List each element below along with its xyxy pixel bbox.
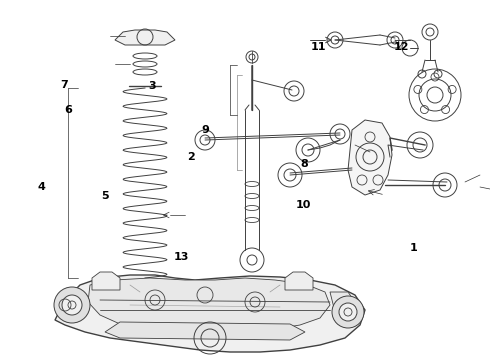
Circle shape <box>62 295 82 315</box>
Circle shape <box>54 287 90 323</box>
Text: 8: 8 <box>300 159 308 169</box>
Polygon shape <box>348 120 392 195</box>
Polygon shape <box>55 295 80 315</box>
Text: 9: 9 <box>202 125 210 135</box>
Polygon shape <box>92 272 120 290</box>
Text: 7: 7 <box>60 80 68 90</box>
Circle shape <box>339 303 357 321</box>
Text: 5: 5 <box>101 191 109 201</box>
Text: 12: 12 <box>394 42 410 52</box>
Polygon shape <box>330 292 355 312</box>
Polygon shape <box>115 30 175 45</box>
Polygon shape <box>88 278 330 332</box>
Polygon shape <box>285 272 313 290</box>
Polygon shape <box>105 322 305 340</box>
Circle shape <box>332 296 364 328</box>
Text: 2: 2 <box>187 152 195 162</box>
Text: 1: 1 <box>410 243 418 253</box>
Text: 6: 6 <box>65 105 73 115</box>
Text: 4: 4 <box>38 182 46 192</box>
Text: 10: 10 <box>296 200 312 210</box>
Text: 13: 13 <box>173 252 189 262</box>
Text: 3: 3 <box>148 81 156 91</box>
Text: 11: 11 <box>311 42 326 52</box>
Polygon shape <box>55 275 365 352</box>
